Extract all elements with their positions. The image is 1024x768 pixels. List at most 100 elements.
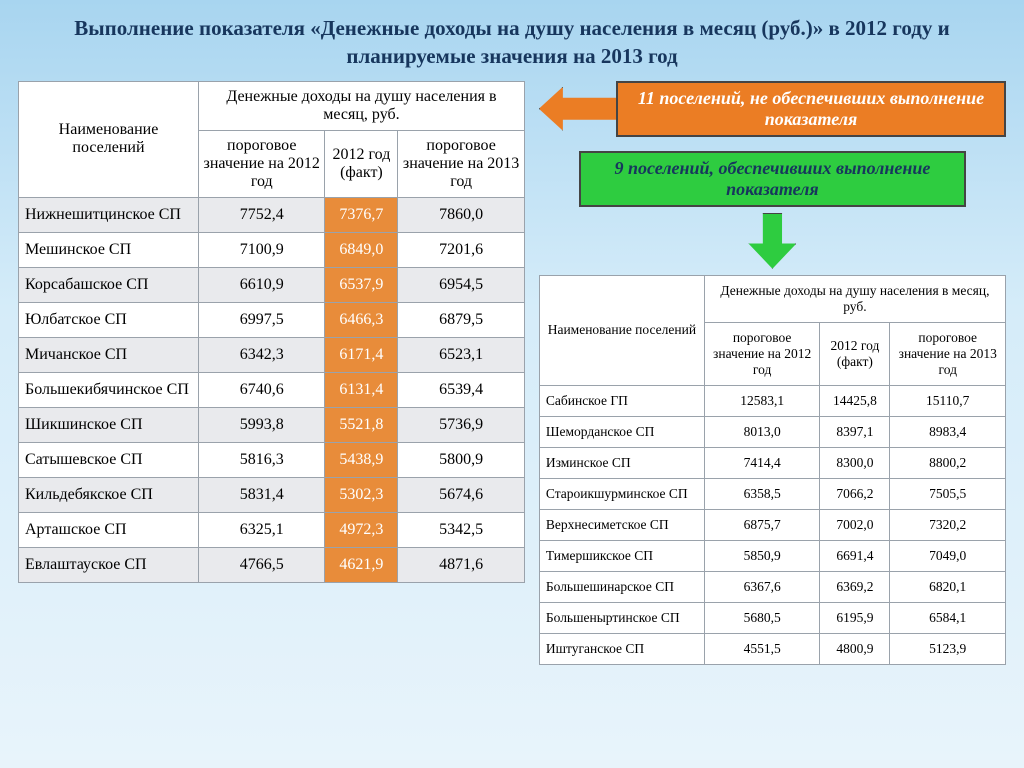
cell-name: Иштуганское СП xyxy=(539,633,704,664)
table-row: Юлбатское СП6997,56466,36879,5 xyxy=(19,302,525,337)
cell-v1: 7100,9 xyxy=(199,232,325,267)
cell-v2: 14425,8 xyxy=(820,385,890,416)
cell-name: Сатышевское СП xyxy=(19,442,199,477)
cell-name: Шеморданское СП xyxy=(539,416,704,447)
table-row: Нижнешитцинское СП7752,47376,77860,0 xyxy=(19,197,525,232)
cell-v3: 6820,1 xyxy=(890,571,1006,602)
cell-v3: 5800,9 xyxy=(398,442,525,477)
cell-v2: 7002,0 xyxy=(820,509,890,540)
r-col-sub2: 2012 год (факт) xyxy=(820,322,890,385)
cell-v3: 6539,4 xyxy=(398,372,525,407)
cell-v3: 15110,7 xyxy=(890,385,1006,416)
right-table: Наименование поселений Денежные доходы н… xyxy=(539,275,1006,665)
cell-v2-highlight: 6171,4 xyxy=(325,337,398,372)
table-row: Мешинское СП7100,96849,07201,6 xyxy=(19,232,525,267)
cell-name: Евлаштауское СП xyxy=(19,547,199,582)
cell-v2-highlight: 6131,4 xyxy=(325,372,398,407)
table-row: Сатышевское СП5816,35438,95800,9 xyxy=(19,442,525,477)
cell-v1: 4766,5 xyxy=(199,547,325,582)
table-row: Староикшурминское СП6358,57066,27505,5 xyxy=(539,478,1005,509)
cell-v2: 8397,1 xyxy=(820,416,890,447)
table-row: Корсабашское СП6610,96537,96954,5 xyxy=(19,267,525,302)
cell-v1: 5680,5 xyxy=(704,602,820,633)
cell-v2-highlight: 5438,9 xyxy=(325,442,398,477)
cell-v1: 5816,3 xyxy=(199,442,325,477)
callout-achieved: 9 поселений, обеспечивших выполнение пок… xyxy=(579,151,966,207)
cell-v3: 7860,0 xyxy=(398,197,525,232)
cell-v3: 4871,6 xyxy=(398,547,525,582)
table-row: Сабинское ГП12583,114425,815110,7 xyxy=(539,385,1005,416)
cell-name: Изминское СП xyxy=(539,447,704,478)
cell-v2-highlight: 6537,9 xyxy=(325,267,398,302)
cell-name: Большешинарское СП xyxy=(539,571,704,602)
cell-name: Верхнесиметское СП xyxy=(539,509,704,540)
cell-v3: 6523,1 xyxy=(398,337,525,372)
cell-name: Большеныртинское СП xyxy=(539,602,704,633)
cell-v1: 4551,5 xyxy=(704,633,820,664)
cell-v3: 7049,0 xyxy=(890,540,1006,571)
cell-v1: 5993,8 xyxy=(199,407,325,442)
cell-v2: 4800,9 xyxy=(820,633,890,664)
cell-v1: 6342,3 xyxy=(199,337,325,372)
table-row: Шикшинское СП5993,85521,85736,9 xyxy=(19,407,525,442)
cell-v2: 6369,2 xyxy=(820,571,890,602)
cell-v3: 6584,1 xyxy=(890,602,1006,633)
cell-v3: 7320,2 xyxy=(890,509,1006,540)
cell-v1: 8013,0 xyxy=(704,416,820,447)
cell-name: Тимершикское СП xyxy=(539,540,704,571)
cell-v2-highlight: 7376,7 xyxy=(325,197,398,232)
cell-v3: 7201,6 xyxy=(398,232,525,267)
cell-v3: 6879,5 xyxy=(398,302,525,337)
cell-name: Большекибячинское СП xyxy=(19,372,199,407)
cell-v2-highlight: 5302,3 xyxy=(325,477,398,512)
r-col-name-header: Наименование поселений xyxy=(539,275,704,385)
cell-name: Шикшинское СП xyxy=(19,407,199,442)
table-row: Арташское СП6325,14972,35342,5 xyxy=(19,512,525,547)
cell-name: Кильдебякское СП xyxy=(19,477,199,512)
cell-v1: 6875,7 xyxy=(704,509,820,540)
table-row: Изминское СП7414,48300,08800,2 xyxy=(539,447,1005,478)
col-sub2: 2012 год (факт) xyxy=(325,130,398,197)
table-row: Большеныртинское СП5680,56195,96584,1 xyxy=(539,602,1005,633)
cell-v3: 8983,4 xyxy=(890,416,1006,447)
page-title: Выполнение показателя «Денежные доходы н… xyxy=(0,0,1024,81)
col-group-header: Денежные доходы на душу населения в меся… xyxy=(199,81,525,130)
cell-v2-highlight: 6849,0 xyxy=(325,232,398,267)
table-row: Мичанское СП6342,36171,46523,1 xyxy=(19,337,525,372)
cell-name: Арташское СП xyxy=(19,512,199,547)
cell-v3: 7505,5 xyxy=(890,478,1006,509)
cell-v3: 5674,6 xyxy=(398,477,525,512)
r-col-group-header: Денежные доходы на душу населения в меся… xyxy=(704,275,1005,322)
cell-v2-highlight: 6466,3 xyxy=(325,302,398,337)
cell-v3: 5123,9 xyxy=(890,633,1006,664)
table-row: Большешинарское СП6367,66369,26820,1 xyxy=(539,571,1005,602)
cell-name: Сабинское ГП xyxy=(539,385,704,416)
cell-v2-highlight: 5521,8 xyxy=(325,407,398,442)
table-row: Верхнесиметское СП6875,77002,07320,2 xyxy=(539,509,1005,540)
table-row: Шеморданское СП8013,08397,18983,4 xyxy=(539,416,1005,447)
cell-v2: 6195,9 xyxy=(820,602,890,633)
cell-v3: 8800,2 xyxy=(890,447,1006,478)
cell-v1: 6997,5 xyxy=(199,302,325,337)
cell-name: Мичанское СП xyxy=(19,337,199,372)
cell-v1: 6358,5 xyxy=(704,478,820,509)
cell-v2-highlight: 4972,3 xyxy=(325,512,398,547)
cell-v1: 7752,4 xyxy=(199,197,325,232)
cell-name: Мешинское СП xyxy=(19,232,199,267)
cell-v1: 12583,1 xyxy=(704,385,820,416)
table-row: Тимершикское СП5850,96691,47049,0 xyxy=(539,540,1005,571)
cell-v1: 6740,6 xyxy=(199,372,325,407)
col-sub3: пороговое значение на 2013 год xyxy=(398,130,525,197)
cell-name: Староикшурминское СП xyxy=(539,478,704,509)
cell-v1: 7414,4 xyxy=(704,447,820,478)
cell-v1: 6325,1 xyxy=(199,512,325,547)
cell-v2-highlight: 4621,9 xyxy=(325,547,398,582)
r-col-sub1: пороговое значение на 2012 год xyxy=(704,322,820,385)
callout-not-achieved: 11 поселений, не обеспечивших выполнение… xyxy=(616,81,1006,137)
cell-v2: 8300,0 xyxy=(820,447,890,478)
cell-v3: 5342,5 xyxy=(398,512,525,547)
left-table: Наименование поселений Денежные доходы н… xyxy=(18,81,525,583)
col-name-header: Наименование поселений xyxy=(19,81,199,197)
table-row: Иштуганское СП4551,54800,95123,9 xyxy=(539,633,1005,664)
cell-v1: 6367,6 xyxy=(704,571,820,602)
